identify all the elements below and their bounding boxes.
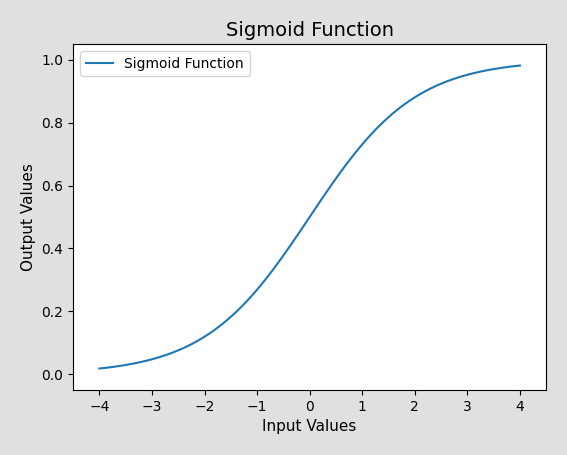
Sigmoid Function <box>194 339 201 344</box>
Y-axis label: Output Values: Output Values <box>21 163 36 271</box>
Sigmoid Function <box>495 66 502 71</box>
Line: Sigmoid Function: Sigmoid Function <box>99 66 520 369</box>
Legend: Sigmoid Function: Sigmoid Function <box>80 51 249 76</box>
Sigmoid Function <box>346 157 353 162</box>
Sigmoid Function <box>177 347 184 352</box>
Sigmoid Function <box>517 63 523 68</box>
X-axis label: Input Values: Input Values <box>263 419 357 434</box>
Sigmoid Function <box>96 366 103 371</box>
Title: Sigmoid Function: Sigmoid Function <box>226 21 393 40</box>
Sigmoid Function <box>312 205 319 210</box>
Sigmoid Function <box>483 68 489 73</box>
